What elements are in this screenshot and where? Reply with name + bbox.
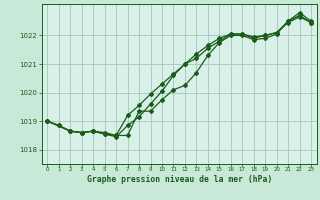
X-axis label: Graphe pression niveau de la mer (hPa): Graphe pression niveau de la mer (hPa) (87, 175, 272, 184)
